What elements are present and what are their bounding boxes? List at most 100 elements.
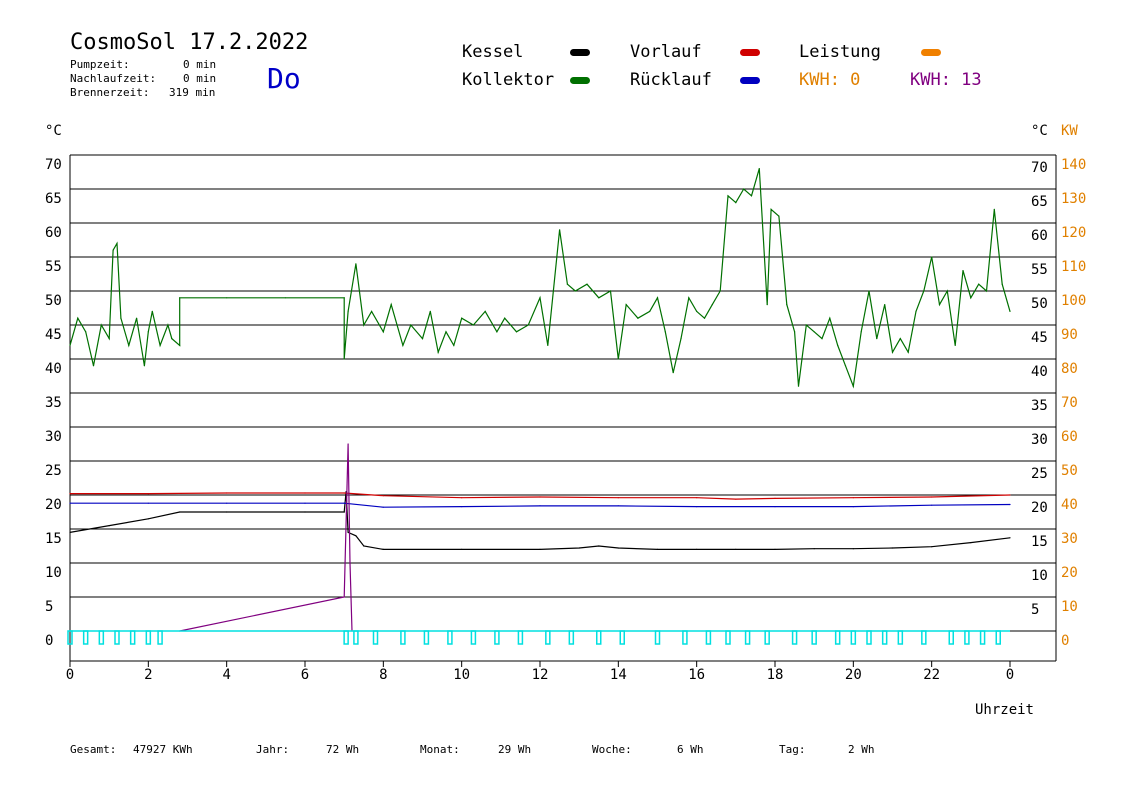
series-point-kessel-19 (735, 548, 737, 551)
series-point-kollektor-59 (688, 297, 690, 299)
series-line-kessel (69, 491, 1011, 551)
x-tick-label-9: 18 (767, 667, 784, 683)
series-point-rcklauf-4 (343, 502, 345, 504)
series-point-kollektor-12 (147, 331, 149, 333)
series-point-kollektor-81 (852, 385, 854, 387)
legend-kollektor-swatch (570, 77, 590, 84)
series-point-kollektor-42 (527, 324, 529, 326)
series-line-kwh (179, 443, 353, 632)
legend-ruecklauf-swatch (740, 77, 760, 84)
pump-marker-33 (921, 630, 927, 645)
series-point-kollektor-35 (453, 344, 455, 346)
series-point-vorlauf-2 (226, 492, 228, 494)
series-point-vorlauf-1 (147, 493, 149, 495)
y-right2-tick-70: 70 (1061, 395, 1078, 411)
footer-woche-label: Woche: (592, 743, 632, 756)
series-point-kollektor-48 (586, 283, 588, 285)
series-point-vorlauf-13 (931, 496, 933, 498)
pump-marker-0 (67, 630, 73, 645)
y-right2-tick-120: 120 (1061, 225, 1086, 241)
x-tick-label-10: 20 (845, 667, 862, 683)
series-point-kollektor-24 (355, 263, 357, 265)
y-left-tick-45: 45 (45, 327, 62, 343)
nachlaufzeit-value: 0 min (183, 72, 217, 85)
y-right-tick-45: 45 (1031, 330, 1048, 346)
x-tick-label-3: 6 (301, 667, 309, 683)
footer-gesamt-value: 47927 KWh (133, 743, 193, 756)
pump-marker-28 (834, 630, 841, 645)
legend-leistung-label: Leistung (799, 42, 881, 62)
y-right-tick-50: 50 (1031, 296, 1048, 312)
x-tick-label-0: 0 (66, 667, 74, 683)
series-point-kollektor-17 (179, 344, 181, 346)
series-point-kessel-22 (852, 548, 854, 550)
series-point-kollektor-57 (672, 372, 674, 374)
series-point-vorlauf-11 (774, 497, 776, 499)
series-point-kollektor-69 (766, 304, 768, 306)
pump-marker-27 (811, 630, 817, 645)
footer-monat-value: 29 Wh (498, 743, 532, 756)
series-point-kollektor-33 (437, 351, 439, 353)
pump-marker-19 (619, 630, 625, 645)
pump-marker-32 (897, 630, 904, 645)
series-point-kollektor-83 (868, 290, 870, 292)
y-left-tick-50: 50 (45, 293, 62, 309)
series-point-kollektor-66 (743, 188, 745, 190)
y-left-tick-35: 35 (45, 395, 62, 411)
pump-marker-14 (494, 630, 500, 645)
series-point-kessel-20 (774, 548, 776, 551)
series-point-kessel-14 (578, 547, 580, 549)
footer-tag-label: Tag: (779, 743, 806, 756)
series-point-kollektor-94 (954, 344, 956, 346)
series-point-kollektor-72 (786, 304, 788, 306)
y-right-tick-60: 60 (1031, 228, 1048, 244)
legend-leistung-swatch (921, 49, 941, 56)
y-left-tick-65: 65 (45, 191, 62, 207)
series-point-rcklauf-7 (539, 505, 541, 507)
series-point-kollektor-71 (778, 215, 780, 217)
series-point-rcklauf-6 (461, 506, 463, 508)
series-point-kessel-5 (304, 511, 306, 513)
y-right-tick-70: 70 (1031, 160, 1048, 176)
series-point-kollektor-20 (284, 297, 286, 299)
pump-marker-8 (353, 630, 359, 645)
series-point-kollektor-88 (907, 351, 909, 353)
pump-marker-10 (400, 630, 406, 645)
series-point-kessel-11 (382, 548, 384, 551)
x-tick-label-8: 16 (688, 667, 705, 683)
series-point-kollektor-9 (128, 344, 130, 346)
pump-marker-12 (447, 630, 453, 645)
series-point-vorlauf-7 (539, 496, 541, 498)
x-tick-label-6: 12 (532, 667, 549, 683)
y-right-tick-25: 25 (1031, 466, 1048, 482)
series-point-kessel-26 (1009, 537, 1011, 539)
series-point-kessel-4 (226, 511, 228, 513)
series-point-kollektor-8 (120, 317, 122, 319)
series-point-kessel-8 (347, 531, 349, 534)
series-point-vorlauf-9 (696, 497, 698, 499)
series-point-kessel-12 (461, 548, 463, 551)
pump-marker-15 (517, 630, 524, 645)
series-point-kessel-9 (355, 535, 357, 537)
y-right2-tick-60: 60 (1061, 429, 1078, 445)
pump-marker-29 (850, 630, 857, 645)
y-left-tick-25: 25 (45, 463, 62, 479)
series-point-kollektor-56 (664, 331, 666, 333)
y-left-tick-70: 70 (45, 157, 62, 173)
pump-marker-34 (948, 630, 954, 645)
pump-marker-1 (82, 630, 89, 645)
series-point-kollektor-86 (891, 351, 894, 353)
pumpzeit-label: Pumpzeit: (70, 58, 130, 71)
series-point-kollektor-55 (656, 297, 659, 299)
x-tick-label-11: 22 (923, 667, 940, 683)
series-point-kessel-21 (813, 548, 815, 550)
series-point-kollektor-79 (837, 344, 839, 346)
series-point-kollektor-36 (461, 317, 463, 319)
series-point-rcklauf-3 (304, 502, 306, 504)
series-point-kwh-1 (343, 596, 345, 598)
series-point-kessel-16 (617, 547, 619, 549)
series-point-kollektor-62 (711, 304, 713, 306)
y-right-unit: °C (1031, 123, 1048, 139)
series-point-kessel-23 (891, 547, 894, 549)
